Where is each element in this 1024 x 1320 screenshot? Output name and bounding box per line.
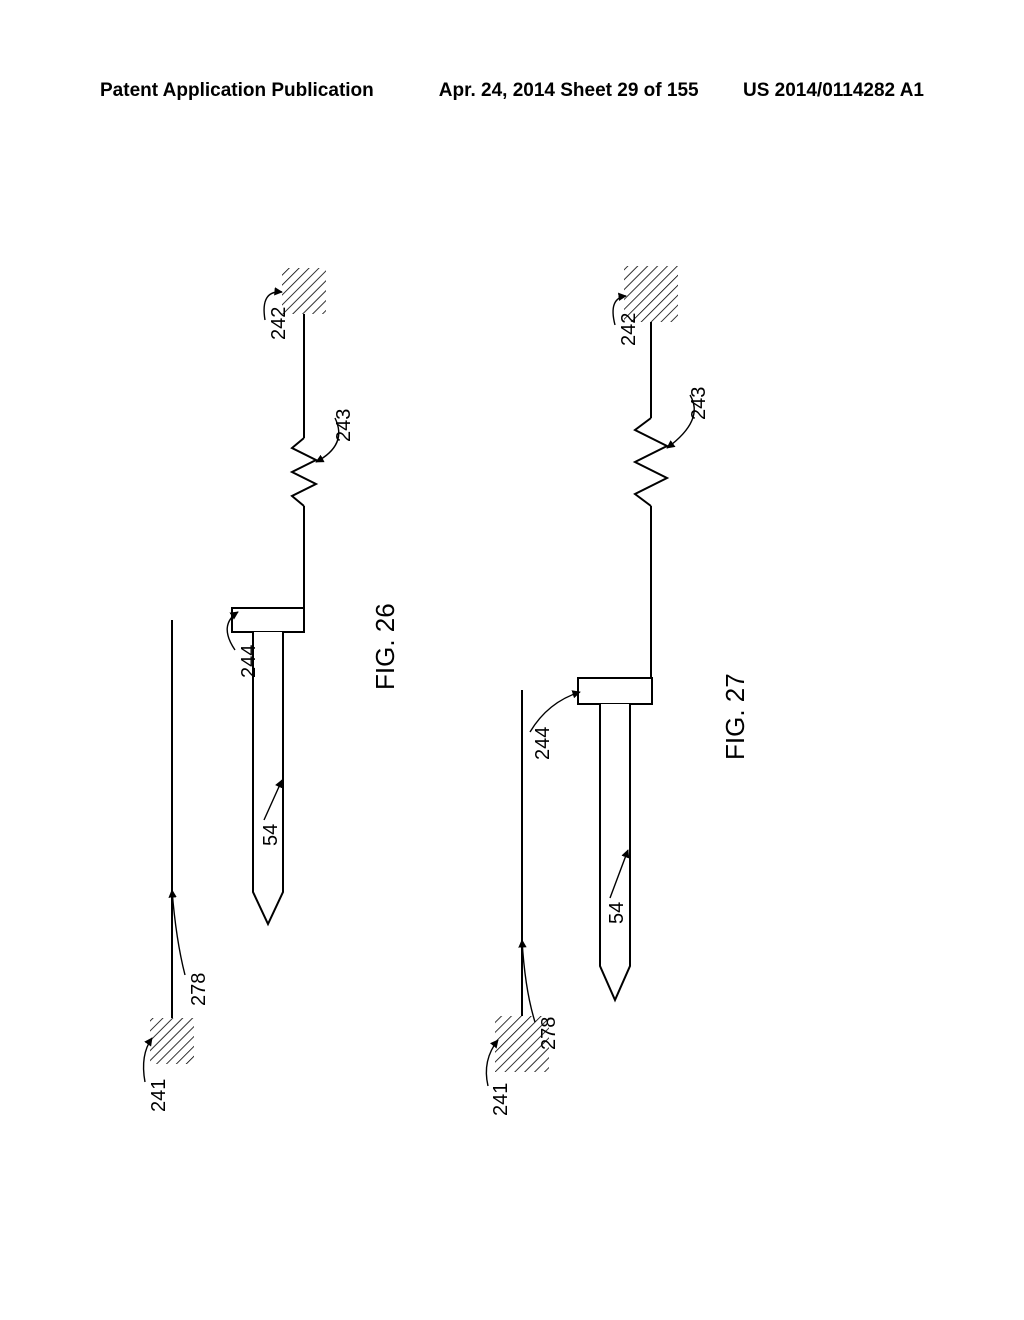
f27-needle-54 bbox=[600, 704, 630, 1000]
f26-holder-244 bbox=[232, 608, 304, 632]
header-pub-number: US 2014/0114282 A1 bbox=[743, 80, 924, 102]
figures-svg bbox=[110, 120, 914, 1210]
header-publication-type: Patent Application Publication bbox=[100, 80, 374, 102]
fig27-caption: FIG. 27 bbox=[720, 673, 751, 760]
f26-label-278: 278 bbox=[188, 973, 211, 1006]
f26-label-244: 244 bbox=[238, 645, 261, 678]
f27-label-242: 242 bbox=[618, 313, 641, 346]
f27-label-244: 244 bbox=[532, 727, 555, 760]
f27-holder-244 bbox=[578, 678, 652, 704]
patent-header: Patent Application Publication Apr. 24, … bbox=[0, 80, 1024, 102]
f27-label-54: 54 bbox=[606, 902, 629, 924]
f26-label-54: 54 bbox=[260, 824, 283, 846]
f26-label-242: 242 bbox=[268, 307, 291, 340]
f27-label-243: 243 bbox=[688, 387, 711, 420]
f26-block-241 bbox=[150, 1018, 194, 1064]
f27-label-241: 241 bbox=[490, 1083, 513, 1116]
f27-label-278: 278 bbox=[538, 1017, 561, 1050]
fig26-caption: FIG. 26 bbox=[370, 603, 401, 690]
f26-label-243: 243 bbox=[333, 409, 356, 442]
page: Patent Application Publication Apr. 24, … bbox=[0, 0, 1024, 1320]
drawing-area: 242 243 244 54 278 241 242 243 244 54 27… bbox=[110, 120, 914, 1210]
f26-label-241: 241 bbox=[148, 1079, 171, 1112]
header-date-sheet: Apr. 24, 2014 Sheet 29 of 155 bbox=[374, 80, 743, 102]
